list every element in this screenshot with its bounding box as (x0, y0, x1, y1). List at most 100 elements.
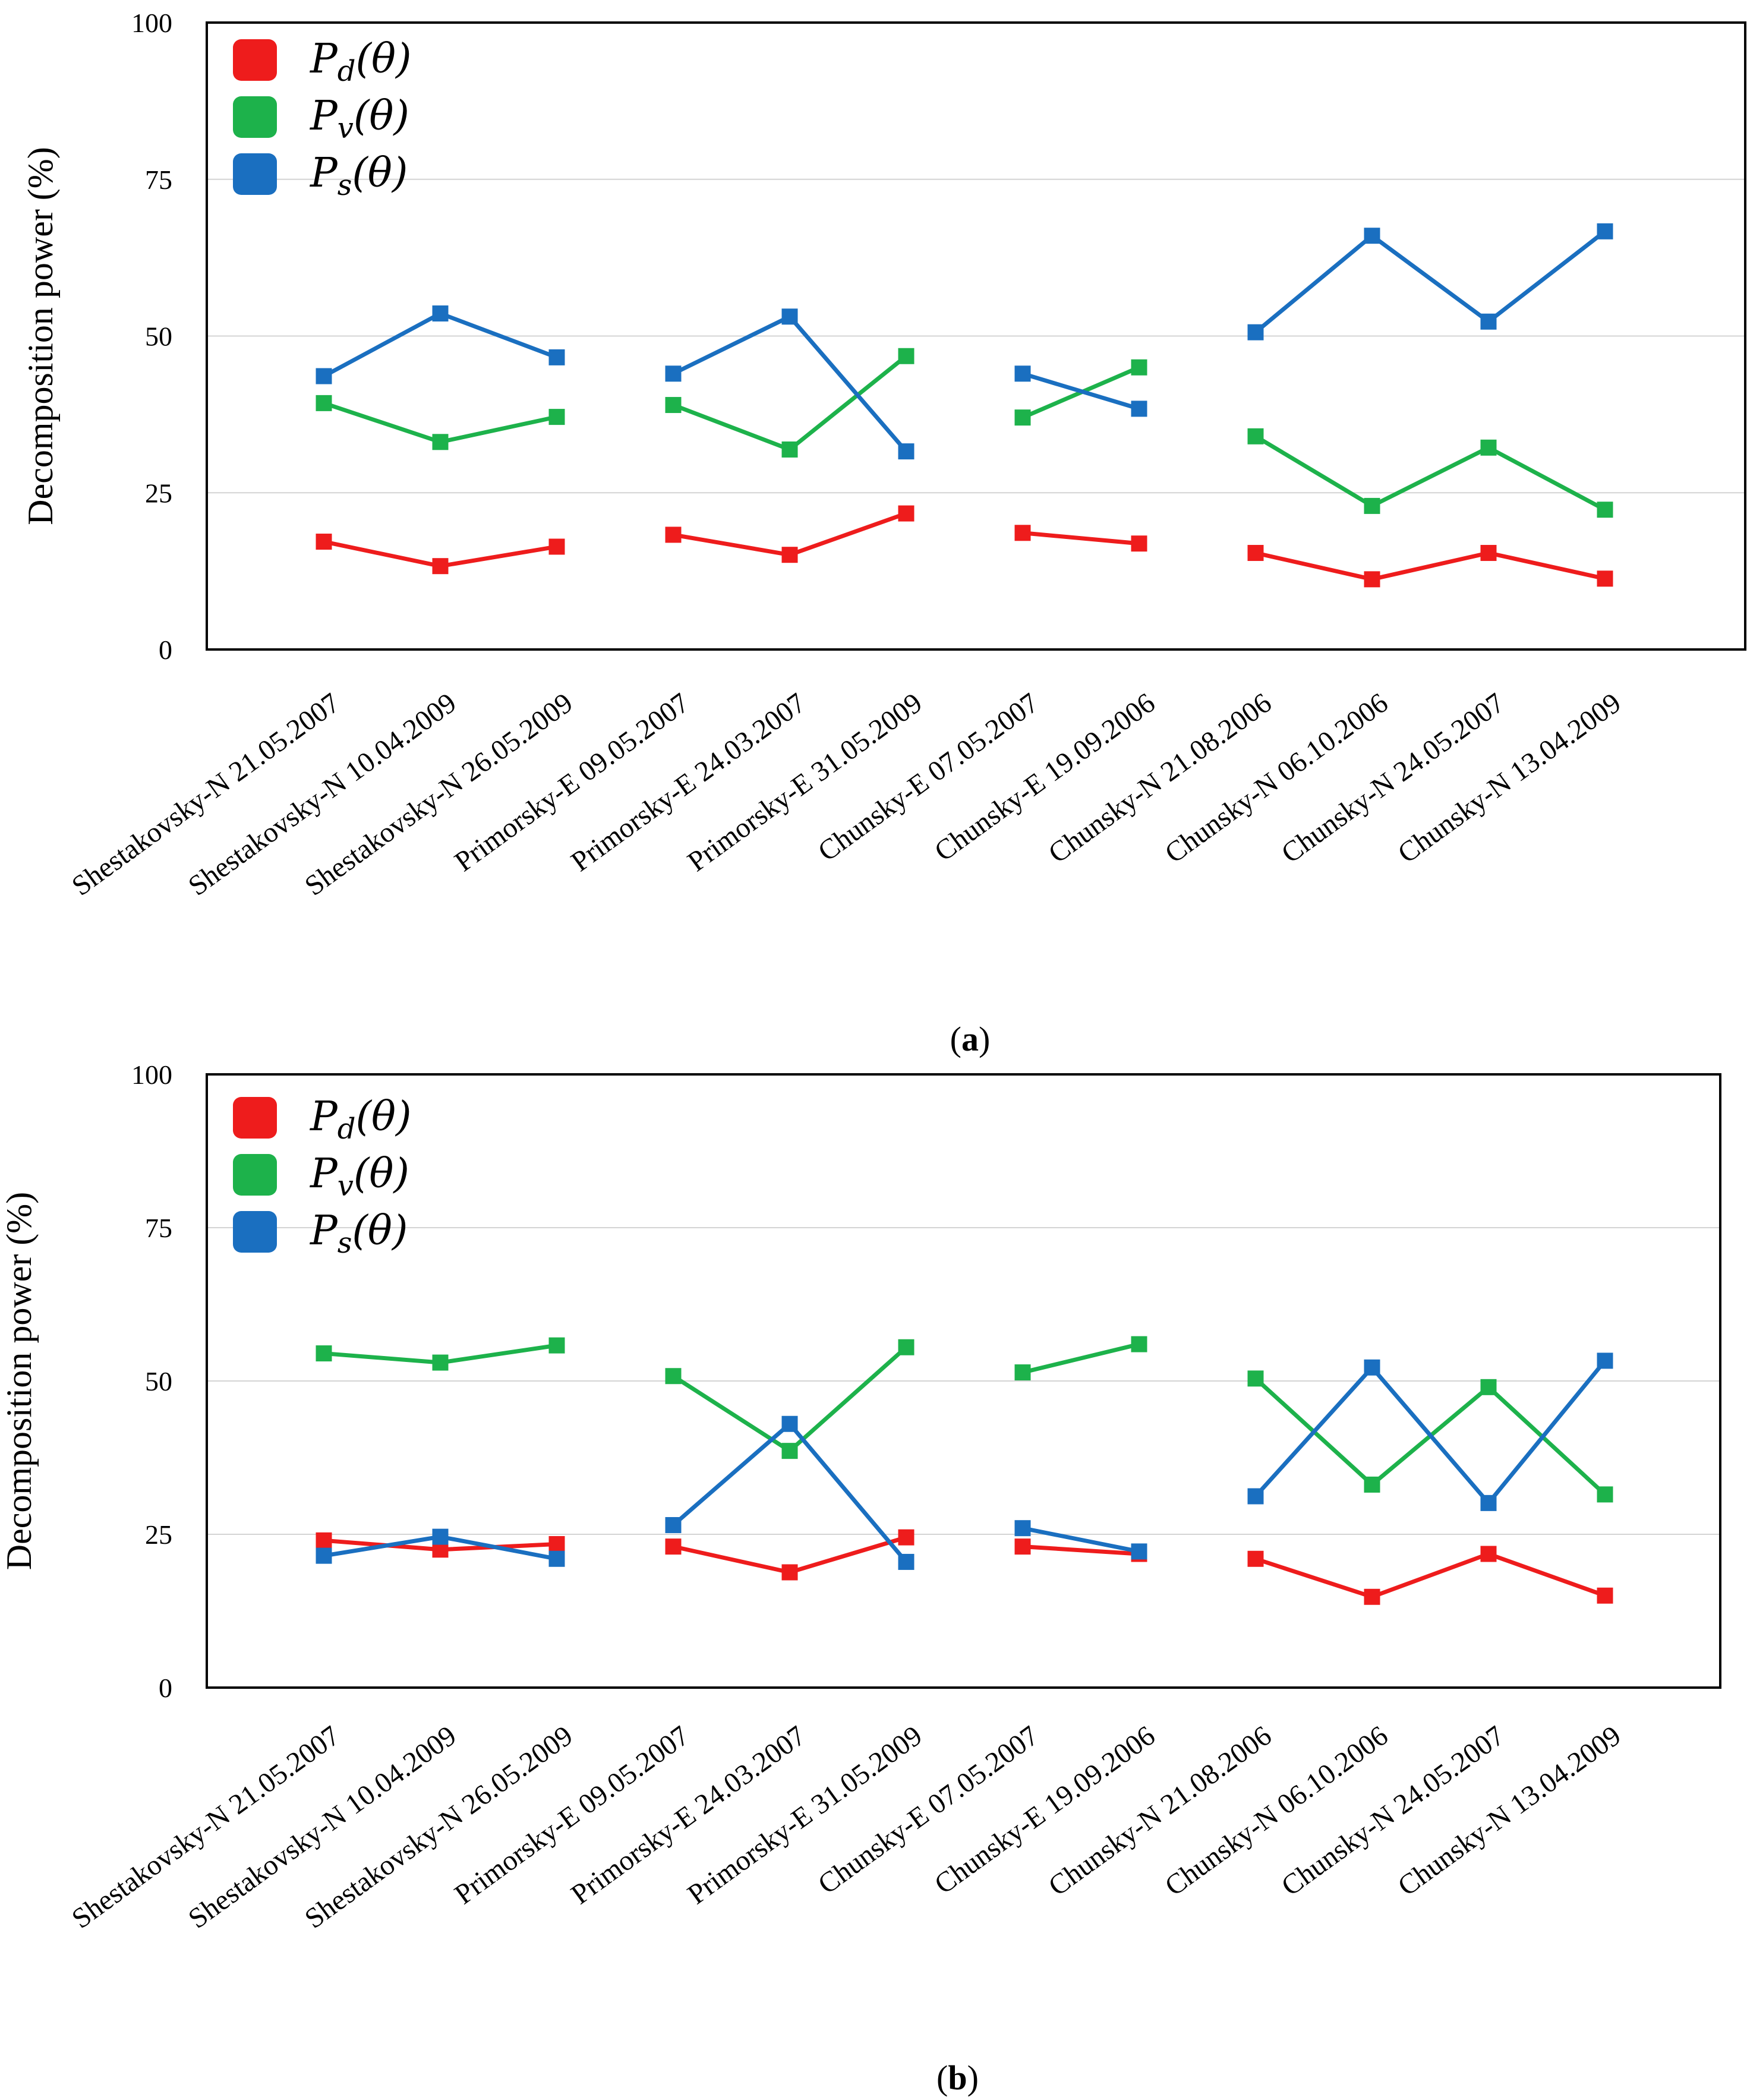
data-point (548, 538, 565, 555)
data-point (316, 1345, 332, 1362)
data-point (898, 1339, 915, 1355)
series-line (672, 1345, 908, 1453)
legend-label: Pv(θ) (309, 93, 409, 145)
data-point (1364, 1359, 1380, 1376)
data-point (432, 1354, 449, 1371)
data-point (898, 505, 915, 522)
y-tick-label: 100 (131, 8, 172, 38)
data-point (316, 534, 332, 550)
data-point (665, 365, 682, 382)
x-tick-label: Chunsky-N 13.04.2009 (1392, 1720, 1627, 1902)
data-point (781, 441, 798, 458)
y-tick-label: 75 (145, 165, 172, 195)
data-point (1480, 439, 1497, 456)
legend-swatch (233, 1154, 277, 1196)
data-point (665, 1538, 682, 1555)
series-line (1255, 551, 1606, 582)
panel-label: (a) (950, 1020, 991, 1058)
data-point (898, 1553, 915, 1570)
series-Pd (316, 1529, 1613, 1605)
series-Pd (316, 505, 1613, 588)
data-point (1014, 1364, 1031, 1381)
data-point (898, 348, 915, 364)
series-line (1254, 434, 1606, 512)
data-point (1247, 1488, 1264, 1505)
data-point (1014, 409, 1031, 426)
series-line (1022, 531, 1140, 546)
legend-label: Ps(θ) (309, 1207, 408, 1260)
y-tick-label: 100 (131, 1060, 172, 1090)
data-point (1364, 571, 1380, 588)
legend-label: Pd(θ) (309, 1093, 412, 1146)
legend-label: Ps(θ) (309, 150, 408, 202)
data-point (1597, 1587, 1613, 1604)
legend-label: Pv(θ) (309, 1150, 409, 1203)
x-tick-label: Chunsky-E 19.09.2006 (929, 687, 1161, 868)
data-point (1247, 324, 1264, 340)
data-point (548, 1536, 565, 1553)
x-tick-label: Chunsky-N 24.05.2007 (1276, 1720, 1511, 1902)
data-point (1131, 359, 1147, 376)
data-point (898, 443, 915, 460)
data-point (1480, 545, 1497, 562)
x-tick-label: Chunsky-E 07.05.2007 (812, 687, 1044, 868)
plot-frame (206, 21, 1746, 651)
y-tick-label: 0 (159, 635, 172, 665)
y-tick-label: 25 (145, 478, 172, 508)
series-Ps (316, 1352, 1613, 1570)
data-point (1247, 1550, 1264, 1567)
data-point (1131, 1543, 1147, 1560)
data-point (432, 305, 449, 322)
series-line (323, 311, 558, 379)
series-line (1022, 1526, 1140, 1554)
data-point (1480, 313, 1497, 330)
series-Pv (316, 348, 1613, 518)
plot-frame (206, 1073, 1721, 1689)
data-point (665, 1517, 682, 1534)
x-tick-label: Chunsky-N 24.05.2007 (1276, 687, 1511, 869)
data-point (316, 395, 332, 411)
x-tick-label: Chunsky-N 13.04.2009 (1392, 687, 1627, 869)
legend-label: Pd(θ) (309, 36, 412, 88)
data-point (781, 1564, 798, 1581)
data-point (781, 308, 798, 325)
series-Ps (316, 223, 1613, 460)
data-point (1597, 570, 1613, 587)
series-line (1254, 1552, 1606, 1599)
y-axis-label: Decomposition power (%) (0, 1192, 39, 1571)
y-tick-label: 50 (145, 321, 172, 352)
data-point (665, 397, 682, 414)
legend: Pd(θ)Pv(θ)Ps(θ) (233, 36, 412, 202)
data-point (1364, 1588, 1380, 1605)
data-point (548, 349, 565, 365)
y-tick-label: 75 (145, 1213, 172, 1243)
data-point (1014, 525, 1031, 541)
legend-swatch (233, 96, 277, 138)
data-point (665, 1368, 682, 1385)
y-axis-label: Decomposition power (%) (21, 147, 60, 525)
data-point (1131, 401, 1147, 417)
data-point (1014, 365, 1031, 382)
data-point (1480, 1546, 1497, 1562)
series-line (1022, 1544, 1140, 1556)
x-tick-label: Chunsky-N 06.10.2006 (1159, 1720, 1394, 1902)
data-point (1131, 1336, 1147, 1352)
x-tick-label: Chunsky-N 06.10.2006 (1159, 687, 1394, 869)
data-point (898, 1529, 915, 1546)
data-point (781, 1443, 798, 1459)
legend-swatch (233, 153, 277, 195)
data-point (316, 1547, 332, 1564)
data-point (1364, 228, 1380, 244)
data-point (1014, 1538, 1031, 1555)
series-line (1254, 229, 1607, 334)
y-tick-label: 0 (159, 1673, 172, 1703)
data-point (781, 1415, 798, 1432)
data-point (548, 1550, 565, 1567)
series-line (1254, 1359, 1607, 1505)
y-tick-label: 25 (145, 1519, 172, 1550)
data-point (665, 526, 682, 543)
x-tick-label: Chunsky-E 19.09.2006 (929, 1720, 1161, 1900)
data-point (781, 547, 798, 563)
